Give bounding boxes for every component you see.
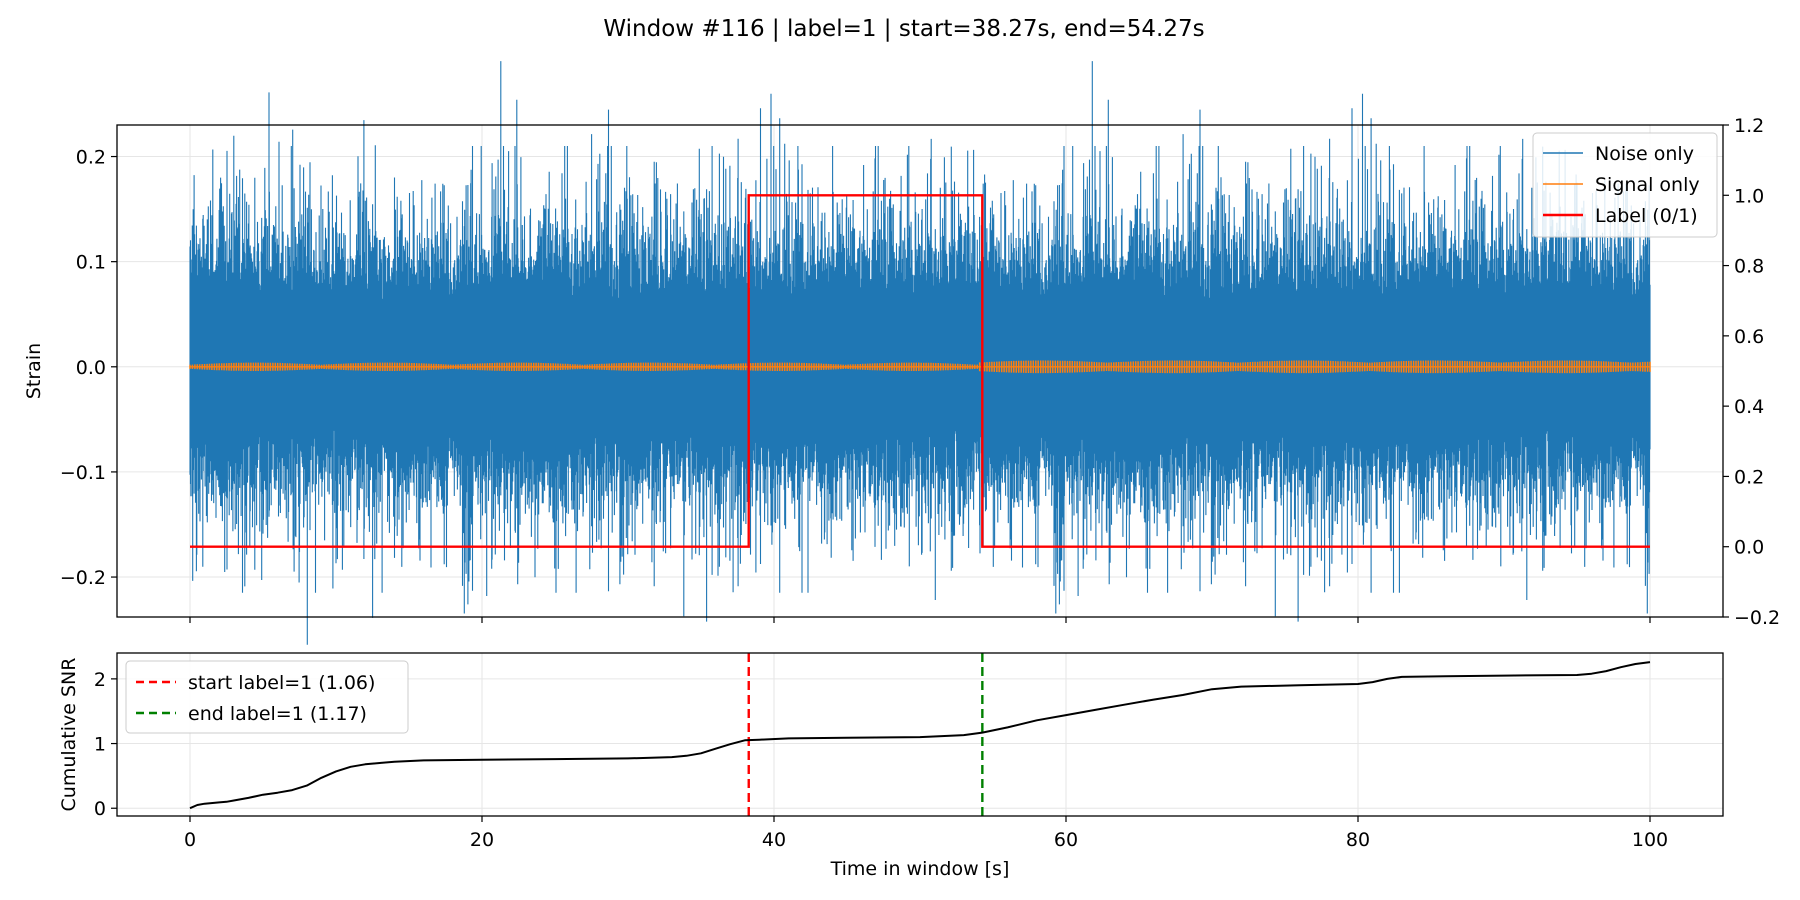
top-x-ticks <box>189 617 1651 623</box>
bottom-y-ticks: 0 1 2 <box>94 669 117 820</box>
y-tick-label: −0.1 <box>60 462 106 484</box>
legend-label: Signal only <box>1595 174 1700 196</box>
x-tick-label: 100 <box>1632 829 1668 851</box>
signal-series <box>189 360 1651 374</box>
bottom-y-axis-label: Cumulative SNR <box>58 658 80 812</box>
x-tick-label: 80 <box>1346 829 1370 851</box>
legend-label: Noise only <box>1595 143 1694 165</box>
y2-tick-label: 1.0 <box>1734 185 1764 207</box>
legend-label: start label=1 (1.06) <box>188 672 375 694</box>
y-tick-label: 2 <box>94 669 106 691</box>
legend-label: end label=1 (1.17) <box>188 703 367 725</box>
y2-tick-label: 0.8 <box>1734 256 1764 278</box>
y-tick-label: 0.2 <box>76 147 106 169</box>
y2-tick-label: 1.2 <box>1734 115 1764 137</box>
legend-label: Label (0/1) <box>1595 205 1698 227</box>
bottom-axes-frame <box>116 652 1724 817</box>
bottom-x-axis-label: Time in window [s] <box>830 858 1010 880</box>
top-legend: Noise only Signal only Label (0/1) <box>1532 132 1718 238</box>
x-tick-label: 0 <box>184 829 196 851</box>
figure-title: Window #116 | label=1 | start=38.27s, en… <box>603 16 1204 42</box>
legend-box <box>125 660 409 734</box>
y2-tick-label: 0.0 <box>1734 537 1764 559</box>
bottom-x-ticks: 0 20 40 60 80 100 <box>184 816 1668 851</box>
y-tick-label: 0 <box>94 798 106 820</box>
x-tick-label: 40 <box>762 829 786 851</box>
top-panel: −0.2 −0.1 0.0 0.1 0.2 −0.2 0.0 0.2 0.4 0.6 0.8 1.0… <box>23 61 1780 645</box>
noise-line <box>189 61 1651 645</box>
top-y-axis-label: Strain <box>23 343 45 399</box>
top-axes-frame <box>116 124 1724 618</box>
top-y-ticks: −0.2 −0.1 0.0 0.1 0.2 <box>60 147 117 589</box>
y-tick-label: 0.0 <box>76 357 106 379</box>
snr-series <box>189 661 1651 810</box>
y2-tick-label: 0.4 <box>1734 396 1764 418</box>
y-tick-label: −0.2 <box>60 567 106 589</box>
bottom-legend: start label=1 (1.06) end label=1 (1.17) <box>125 660 409 734</box>
label-series <box>190 194 1650 548</box>
top-y2-ticks: −0.2 0.0 0.2 0.4 0.6 0.8 1.0 1.2 <box>1723 115 1780 629</box>
bottom-panel: 0 1 2 0 20 40 60 80 100 Cumulative SNR Time in … <box>58 652 1724 880</box>
y-tick-label: 1 <box>94 734 106 756</box>
y2-tick-label: −0.2 <box>1734 607 1780 629</box>
y2-tick-label: 0.2 <box>1734 466 1764 488</box>
bottom-grid <box>117 653 1723 816</box>
label-step-line <box>190 194 1650 548</box>
noise-series <box>189 61 1651 645</box>
snr-line <box>189 661 1651 810</box>
x-tick-label: 20 <box>470 829 494 851</box>
x-tick-label: 60 <box>1054 829 1078 851</box>
y-tick-label: 0.1 <box>76 252 106 274</box>
legend-box <box>1532 132 1718 238</box>
y2-tick-label: 0.6 <box>1734 326 1764 348</box>
